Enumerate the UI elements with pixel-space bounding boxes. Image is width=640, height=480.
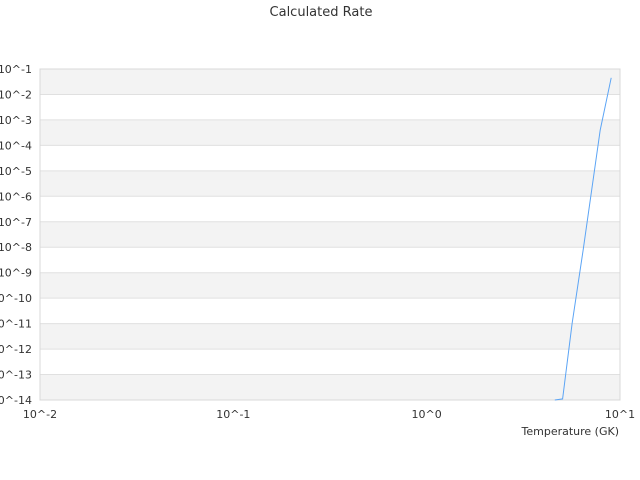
- y-tick-label: 10^-2: [0, 88, 32, 101]
- y-tick-label: 10^-8: [0, 241, 32, 254]
- grid-band: [40, 119, 620, 146]
- y-tick-label: 10^-5: [0, 165, 32, 178]
- chart-title: Calculated Rate: [270, 5, 373, 20]
- y-tick-label: 10^-10: [0, 292, 32, 305]
- x-tick-label: 10^0: [412, 408, 442, 421]
- y-tick-label: 10^-9: [0, 267, 32, 280]
- y-tick-label: 10^-3: [0, 114, 32, 127]
- y-tick-label: 10^-11: [0, 318, 32, 331]
- grid-band: [40, 374, 620, 400]
- y-tick-label: 10^-4: [0, 139, 32, 152]
- plot-frame: [39, 68, 621, 401]
- x-axis-label: Temperature (GK): [521, 425, 620, 438]
- y-tick-label: 10^-6: [0, 190, 32, 203]
- y-tick-label: 10^-1: [0, 63, 32, 76]
- grid-band: [40, 69, 620, 95]
- x-tick-label: 10^-1: [216, 408, 250, 421]
- grid-band: [40, 323, 620, 350]
- grid-band: [40, 170, 620, 197]
- y-tick-label: 10^-13: [0, 369, 32, 382]
- grid-band: [40, 221, 620, 248]
- series-line: [554, 77, 612, 401]
- x-tick-label: 10^-2: [23, 408, 57, 421]
- x-tick-label: 10^1: [605, 408, 635, 421]
- y-tick-label: 10^-14: [0, 394, 32, 407]
- grid-band: [40, 272, 620, 299]
- y-tick-label: 10^-12: [0, 343, 32, 356]
- y-tick-label: 10^-7: [0, 216, 32, 229]
